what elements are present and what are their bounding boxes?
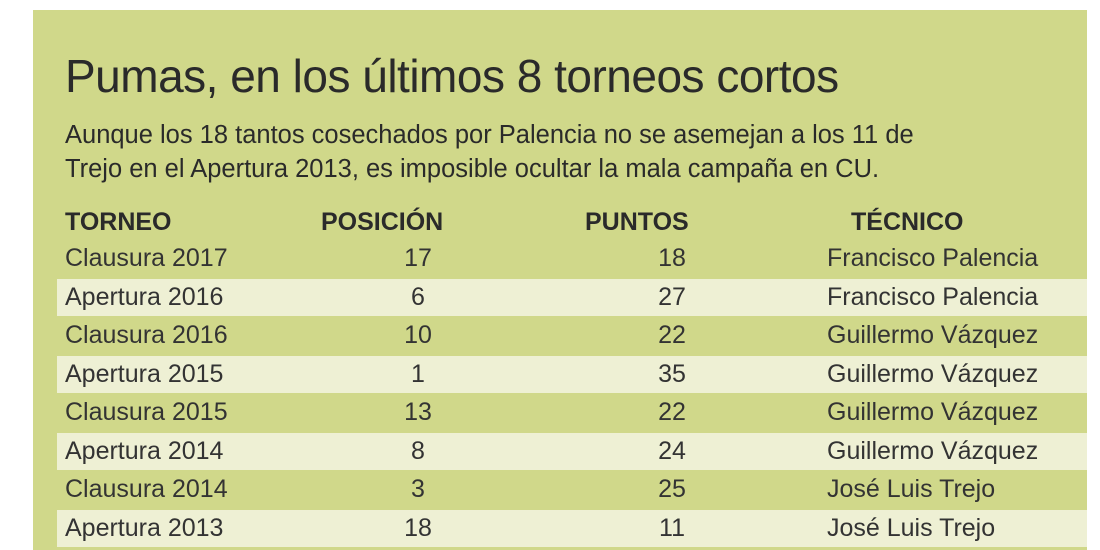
table-row: Apertura 2013 18 11 José Luis Trejo: [57, 509, 1087, 547]
subtitle-line-2: Trejo en el Apertura 2013, es imposible …: [65, 155, 880, 183]
cell-puntos: 22: [658, 398, 686, 426]
cell-posicion: 17: [404, 244, 432, 272]
cell-tecnico: Guillermo Vázquez: [827, 321, 1039, 349]
table-row: Clausura 2014 3 25 José Luis Trejo: [57, 471, 1087, 508]
header-tecnico: TÉCNICO: [851, 208, 964, 236]
cell-posicion: 3: [411, 475, 425, 503]
cell-torneo: Apertura 2014: [65, 436, 224, 465]
cell-tecnico: José Luis Trejo: [827, 475, 996, 503]
cell-puntos: 22: [658, 321, 686, 349]
cell-tecnico: Guillermo Vázquez: [827, 436, 1039, 465]
cell-tecnico: Guillermo Vázquez: [827, 398, 1039, 426]
table-row: Clausura 2017 17 18 Francisco Palencia: [57, 240, 1087, 277]
header-torneo: TORNEO: [65, 208, 172, 236]
page-title: Pumas, en los últimos 8 torneos cortos: [65, 50, 839, 102]
cell-tecnico: Francisco Palencia: [827, 244, 1039, 272]
cell-torneo: Apertura 2015: [65, 359, 224, 388]
cell-puntos: 27: [658, 282, 686, 311]
cell-torneo: Clausura 2016: [65, 321, 228, 349]
cell-posicion: 8: [411, 436, 425, 465]
cell-puntos: 24: [658, 436, 686, 465]
cell-torneo: Apertura 2016: [65, 282, 224, 311]
cell-torneo: Clausura 2015: [65, 398, 228, 426]
cell-posicion: 18: [404, 513, 432, 542]
header-puntos: PUNTOS: [585, 208, 689, 236]
cell-puntos: 35: [658, 359, 686, 388]
cell-puntos: 18: [658, 244, 686, 272]
table-header: TORNEO POSICIÓN PUNTOS TÉCNICO: [33, 204, 1087, 240]
table-row: Clausura 2015 13 22 Guillermo Vázquez: [57, 394, 1087, 431]
cell-puntos: 11: [659, 513, 685, 542]
table-row: Clausura 2016 10 22 Guillermo Vázquez: [57, 317, 1087, 354]
cell-torneo: Clausura 2014: [65, 475, 228, 503]
subtitle: Aunque los 18 tantos cosechados por Pale…: [65, 118, 1055, 186]
cell-posicion: 10: [404, 321, 432, 349]
cell-torneo: Clausura 2017: [65, 244, 228, 272]
table-row: Apertura 2016 6 27 Francisco Palencia: [57, 278, 1087, 316]
cell-tecnico: Francisco Palencia: [827, 282, 1039, 311]
table-row: Apertura 2015 1 35 Guillermo Vázquez: [57, 355, 1087, 393]
cell-posicion: 13: [404, 398, 432, 426]
table-row: Apertura 2014 8 24 Guillermo Vázquez: [57, 432, 1087, 470]
header-posicion: POSICIÓN: [321, 208, 444, 236]
cell-tecnico: José Luis Trejo: [827, 513, 996, 542]
infographic-panel: Pumas, en los últimos 8 torneos cortos A…: [33, 10, 1087, 550]
cell-posicion: 6: [411, 282, 425, 311]
cell-puntos: 25: [658, 475, 686, 503]
cell-tecnico: Guillermo Vázquez: [827, 359, 1039, 388]
cell-torneo: Apertura 2013: [65, 513, 224, 542]
subtitle-line-1: Aunque los 18 tantos cosechados por Pale…: [65, 121, 914, 149]
cell-posicion: 1: [411, 359, 425, 388]
